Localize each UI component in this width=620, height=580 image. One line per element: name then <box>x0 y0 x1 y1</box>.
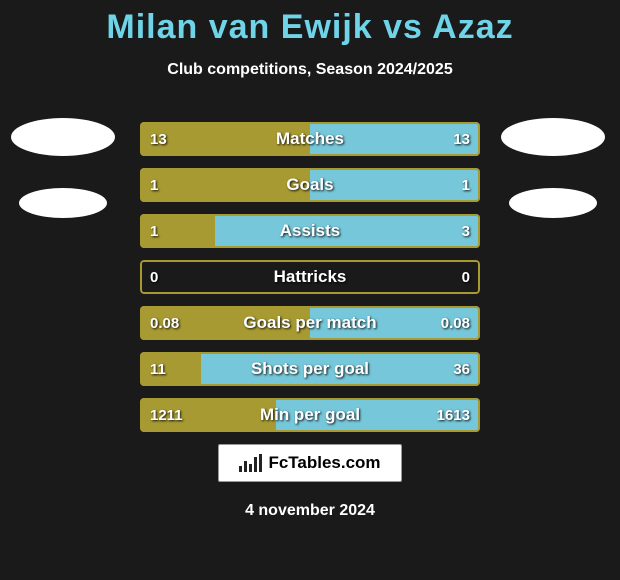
bar-fill-left <box>140 352 201 386</box>
footer-date: 4 november 2024 <box>0 502 620 520</box>
bar-fill-right <box>310 122 480 156</box>
avatar <box>11 118 115 156</box>
stat-row: 0.080.08Goals per match <box>140 306 480 340</box>
bar-fill-right <box>310 168 480 202</box>
avatar <box>501 118 605 156</box>
avatar-right-col <box>498 118 608 218</box>
bar-fill-left <box>140 398 276 432</box>
bar-fill-right <box>215 214 480 248</box>
stat-row: 1313Matches <box>140 122 480 156</box>
bar-border <box>140 260 480 294</box>
stat-row: 12111613Min per goal <box>140 398 480 432</box>
footer-logo: FcTables.com <box>218 444 402 482</box>
stat-row: 0 0Hattricks <box>140 260 480 294</box>
avatar <box>509 188 597 218</box>
bar-fill-right <box>201 352 480 386</box>
bar-fill-left <box>140 122 310 156</box>
chart-icon <box>239 454 262 472</box>
bar-fill-right <box>276 398 480 432</box>
page-title: Milan van Ewijk vs Azaz <box>0 0 620 47</box>
footer-logo-text: FcTables.com <box>268 453 380 473</box>
stat-row: 1136Shots per goal <box>140 352 480 386</box>
avatar <box>19 188 107 218</box>
bar-fill-right <box>310 306 480 340</box>
comparison-bars: 1313Matches 11Goals 13Assists 0 0Hattricks 0.… <box>140 122 480 444</box>
bar-fill-left <box>140 306 310 340</box>
stat-label: Hattricks <box>140 260 480 294</box>
page-subtitle: Club competitions, Season 2024/2025 <box>0 61 620 79</box>
bar-fill-left <box>140 168 310 202</box>
stat-row: 13Assists <box>140 214 480 248</box>
bar-fill-left <box>140 214 215 248</box>
stat-value-right: 0 <box>452 260 480 294</box>
stat-value-left: 0 <box>140 260 168 294</box>
stat-row: 11Goals <box>140 168 480 202</box>
avatar-left-col <box>8 118 118 218</box>
